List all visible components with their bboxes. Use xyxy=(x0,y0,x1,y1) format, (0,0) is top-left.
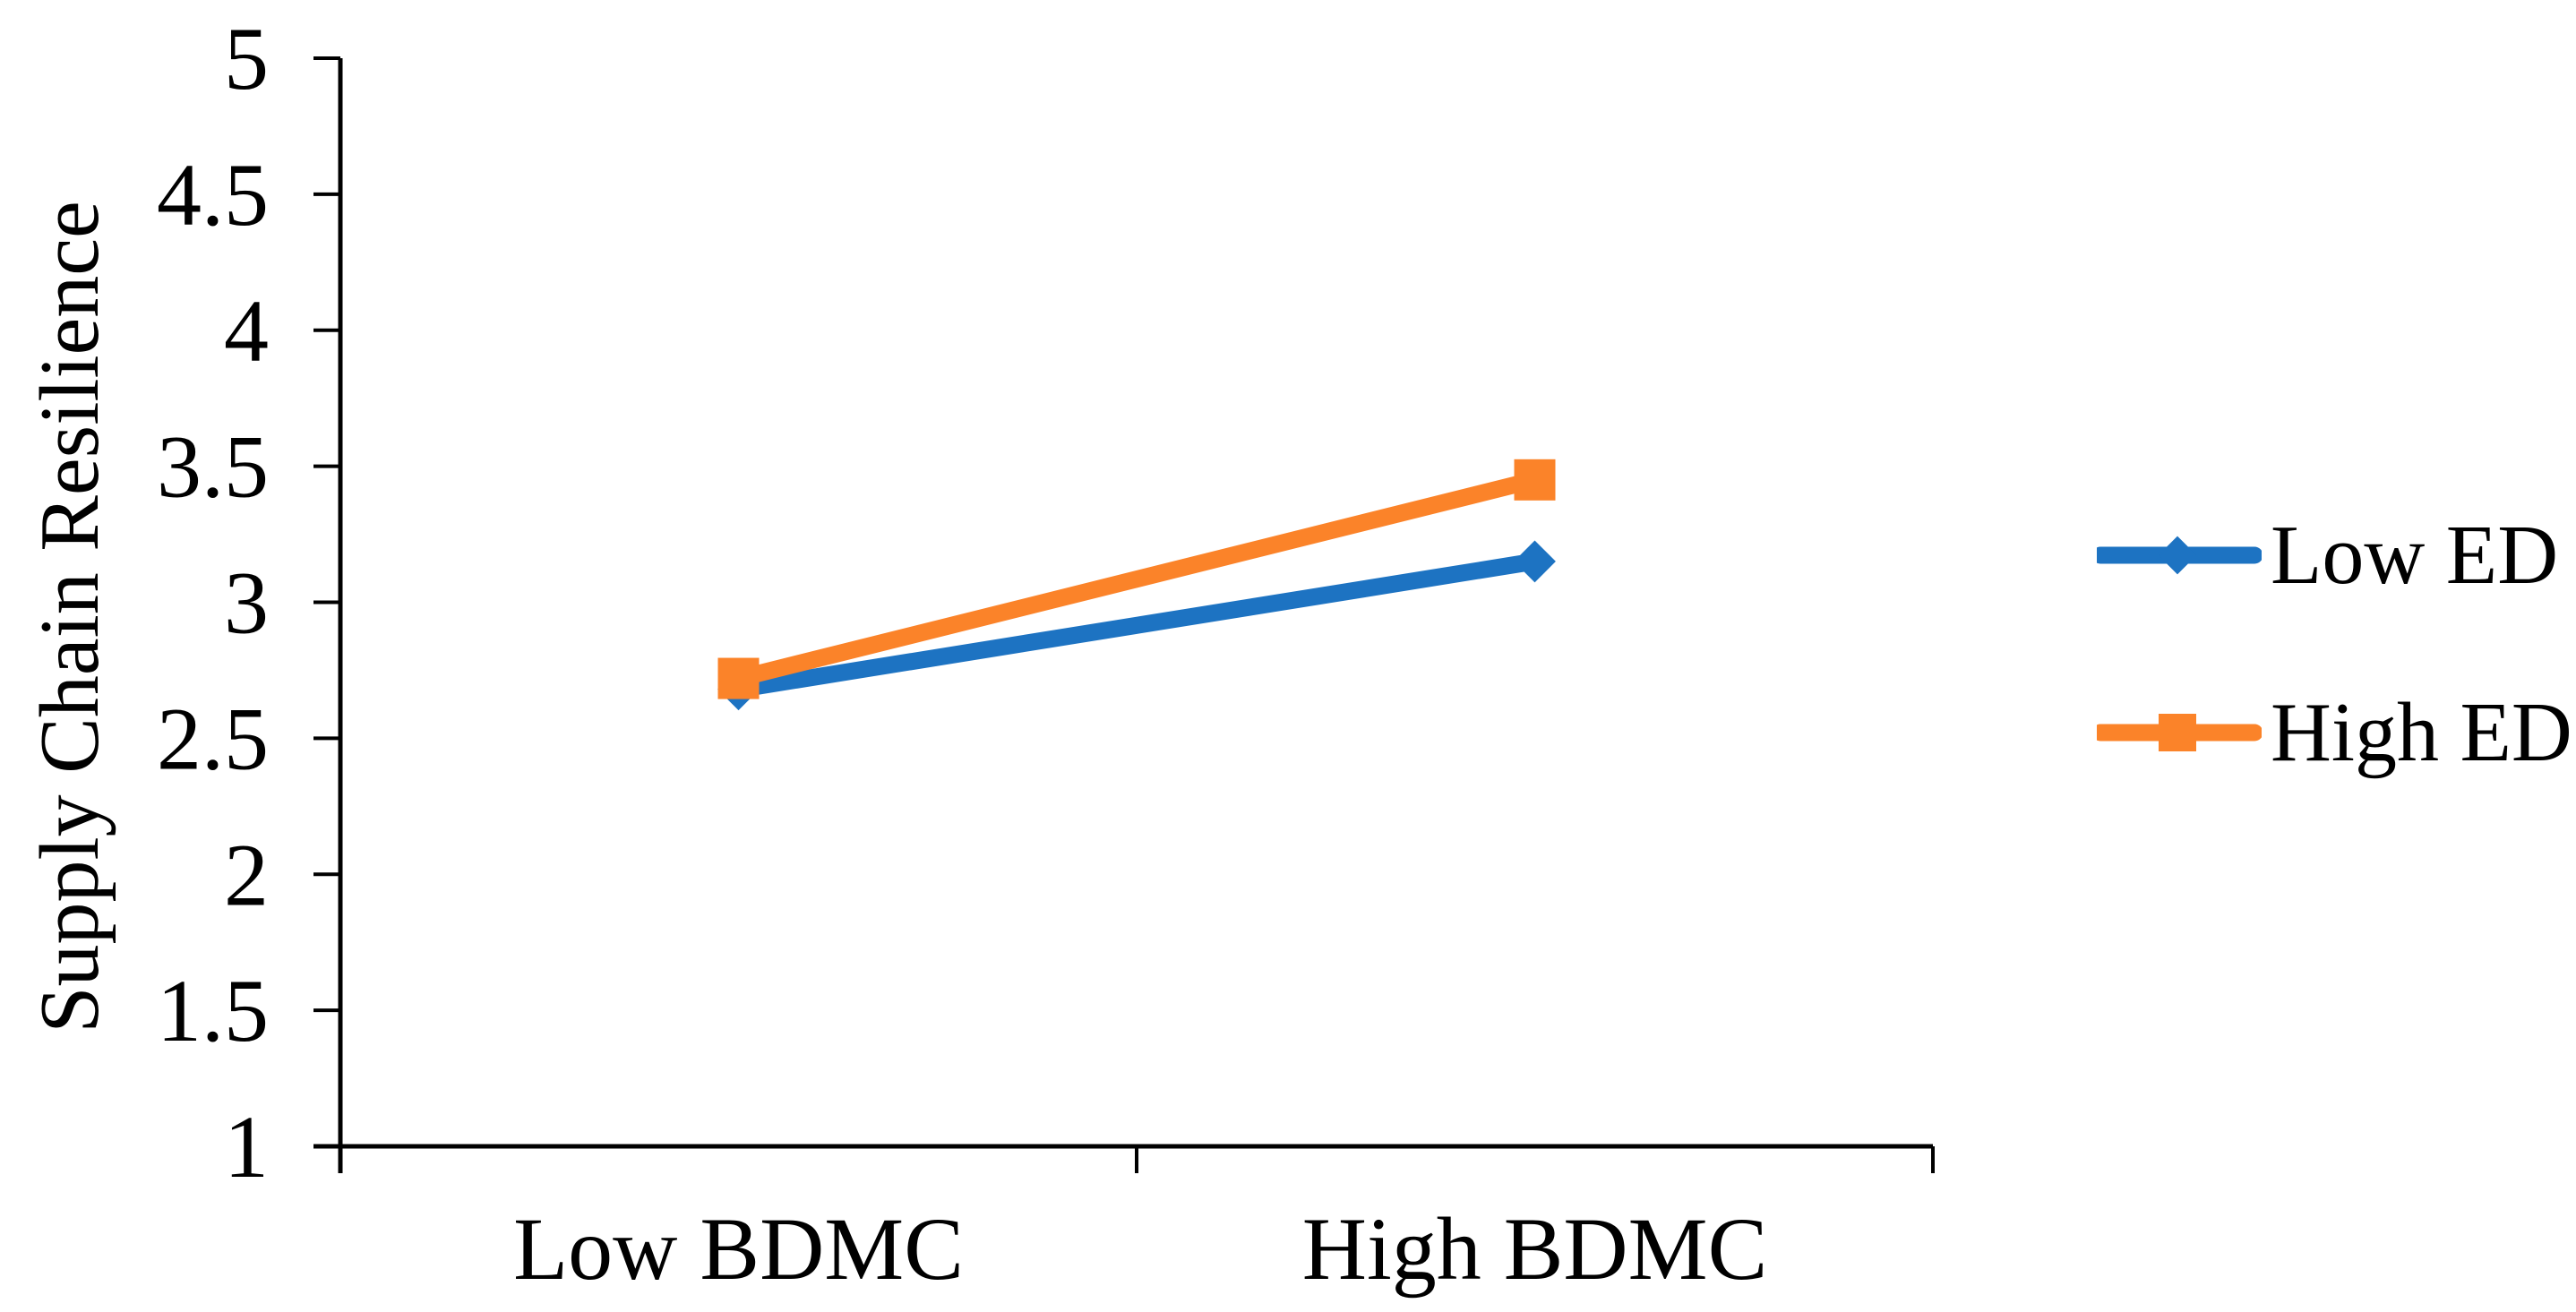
y-tick-label: 1.5 xyxy=(157,961,269,1060)
marker-high-ed xyxy=(717,657,760,699)
series-line-high-ed xyxy=(736,471,1537,687)
x-category-label: Low BDMC xyxy=(513,1199,964,1299)
y-tick-label: 2.5 xyxy=(157,689,269,788)
y-tick-label: 3 xyxy=(224,553,269,653)
y-tick-label: 3.5 xyxy=(157,417,269,517)
y-tick-label: 4.5 xyxy=(157,145,269,244)
series-line-low-ed xyxy=(736,553,1537,699)
y-tick-label: 1 xyxy=(224,1097,269,1196)
marker-high-ed xyxy=(1514,459,1556,501)
marker-low-ed xyxy=(1514,540,1556,583)
y-tick-label: 5 xyxy=(224,9,269,108)
x-category-label: High BDMC xyxy=(1302,1199,1768,1299)
y-tick-label: 2 xyxy=(224,825,269,924)
y-tick-label: 4 xyxy=(224,281,269,381)
